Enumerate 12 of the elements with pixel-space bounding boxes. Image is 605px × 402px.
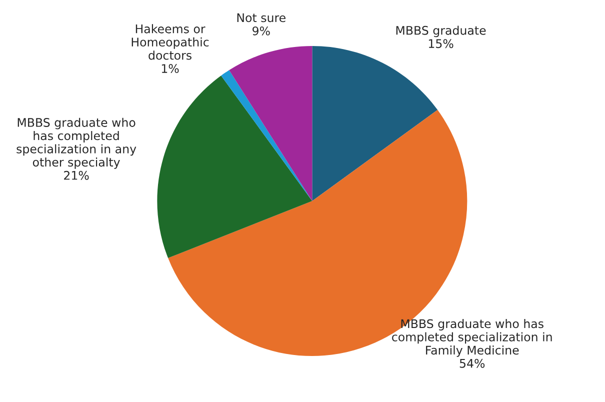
data-label: 1% bbox=[162, 64, 179, 73]
pie-slice bbox=[157, 76, 312, 258]
slice-label: MBBS graduate bbox=[396, 26, 486, 38]
data-label: 21% bbox=[64, 170, 89, 180]
data-label: 15% bbox=[428, 39, 454, 48]
pie-slice bbox=[221, 70, 312, 201]
slice-label: Not sure bbox=[237, 13, 286, 22]
data-label: 54% bbox=[460, 358, 485, 368]
pie-slice bbox=[229, 46, 312, 201]
slice-label: MBBS graduate who has completed specialization in any other specialty bbox=[16, 118, 136, 169]
slice-label: Hakeems or Homeopathic doctors bbox=[132, 24, 209, 60]
data-label: 9% bbox=[252, 26, 270, 36]
